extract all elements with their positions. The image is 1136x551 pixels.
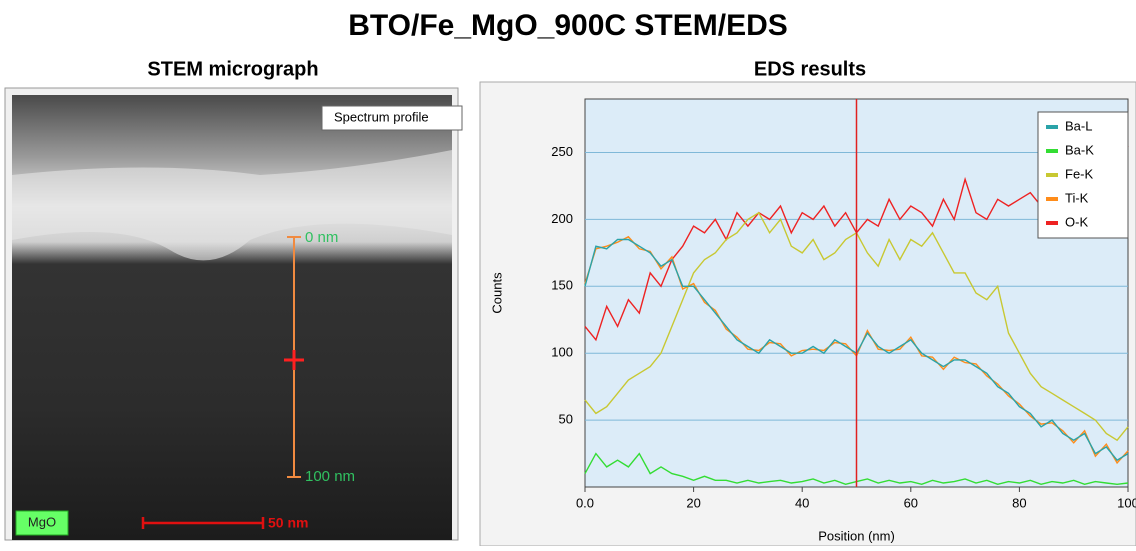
y-tick-label: 50 <box>559 412 573 427</box>
page: BTO/Fe_MgO_900C STEM/EDS STEM micrograph… <box>0 0 1136 546</box>
y-tick-label: 100 <box>551 345 573 360</box>
profile-end: 100 nm <box>305 468 355 485</box>
figure: BTO/Fe_MgO_900C STEM/EDS STEM micrograph… <box>0 0 1136 546</box>
tooltip-text: Spectrum profile <box>334 109 429 124</box>
region-label: MgO <box>28 514 56 529</box>
x-tick-label: 60 <box>904 495 918 510</box>
panel-heading: STEM micrograph <box>147 58 318 80</box>
x-axis-label: Position (nm) <box>818 528 895 543</box>
y-tick-label: 200 <box>551 211 573 226</box>
legend-label: Ba-K <box>1065 142 1094 157</box>
profile-start: 0 nm <box>305 229 338 246</box>
x-tick-label: 40 <box>795 495 809 510</box>
y-tick-label: 150 <box>551 278 573 293</box>
y-axis-label: Counts <box>489 272 504 314</box>
page-title: BTO/Fe_MgO_900C STEM/EDS <box>348 9 788 42</box>
legend-label: O-K <box>1065 214 1088 229</box>
eds-chart: 50 100 150 200 250 0.0 20 40 60 80 100 Position (nm… <box>489 99 1136 543</box>
panel-heading: EDS results <box>754 58 866 80</box>
legend-label: Fe-K <box>1065 166 1094 181</box>
legend-label: Ti-K <box>1065 190 1089 205</box>
legend-label: Ba-L <box>1065 118 1092 133</box>
x-tick-label: 80 <box>1012 495 1026 510</box>
y-tick-label: 250 <box>551 144 573 159</box>
x-tick-label: 0.0 <box>576 495 594 510</box>
x-tick-label: 100 <box>1117 495 1136 510</box>
scale-label: 50 nm <box>268 515 308 531</box>
x-tick-label: 20 <box>686 495 700 510</box>
